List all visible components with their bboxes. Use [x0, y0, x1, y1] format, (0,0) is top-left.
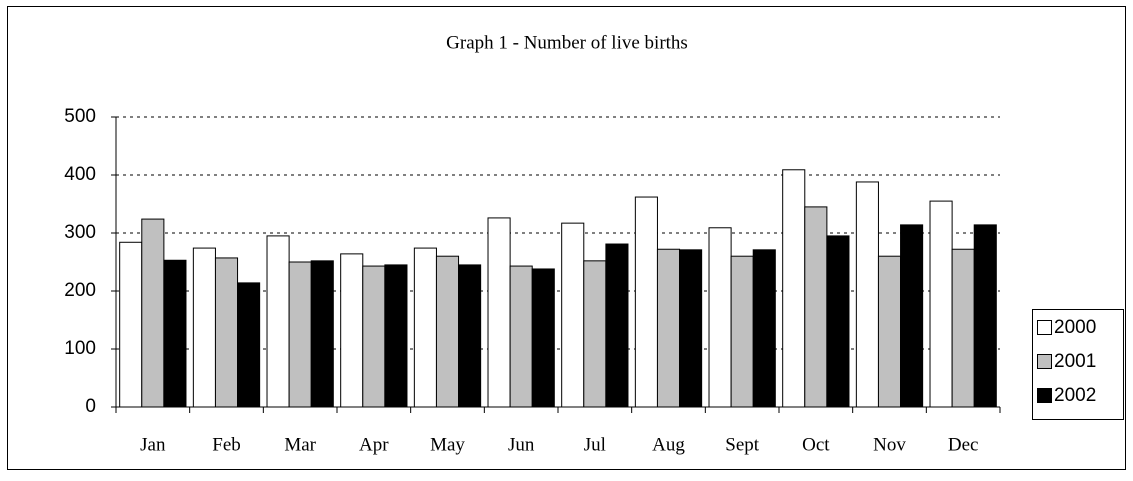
x-tick-label: Feb [212, 434, 241, 455]
x-tick-label: Dec [948, 434, 979, 455]
bar [583, 260, 607, 408]
bar [561, 222, 585, 408]
bar [288, 261, 312, 408]
bar [435, 255, 460, 408]
bar [163, 259, 187, 408]
bar [237, 282, 261, 408]
bar [656, 248, 681, 408]
bar [708, 227, 732, 408]
x-tick-label: Aug [652, 434, 685, 455]
x-tick-label: Jul [584, 434, 606, 455]
bar [310, 260, 334, 408]
y-tick-label: 200 [64, 280, 96, 301]
legend-label: 2000 [1054, 317, 1096, 338]
bar [192, 247, 216, 408]
bar [487, 217, 511, 408]
y-tick-label: 100 [64, 338, 96, 359]
y-tick-label: 400 [64, 164, 96, 185]
bar [458, 264, 482, 408]
legend-label: 2001 [1054, 351, 1096, 372]
bar [826, 235, 850, 408]
bar [531, 268, 555, 408]
bar [804, 206, 828, 408]
bar [730, 255, 754, 408]
bar [929, 200, 953, 408]
bar [266, 235, 290, 408]
chart-title: Graph 1 - Number of live births [446, 32, 688, 53]
bar [605, 243, 629, 408]
legend-label: 2002 [1054, 385, 1096, 406]
x-tick-label: Mar [284, 434, 316, 455]
bar [855, 181, 879, 408]
y-tick-label: 300 [64, 222, 96, 243]
bar [141, 218, 165, 408]
bar [509, 265, 533, 408]
bar [214, 257, 239, 408]
bar [119, 241, 143, 408]
legend-swatch [1037, 354, 1052, 369]
x-tick-label: May [430, 434, 465, 455]
bar [973, 224, 997, 408]
legend-swatch [1037, 320, 1052, 335]
bar [951, 248, 975, 408]
legend-swatch [1037, 388, 1052, 403]
bar [362, 265, 386, 408]
x-tick-label: Nov [873, 434, 906, 455]
bar [877, 255, 902, 408]
bar [340, 253, 364, 408]
x-tick-label: Apr [359, 434, 389, 455]
bar [384, 264, 408, 408]
y-tick-label: 500 [64, 106, 96, 127]
y-tick-label: 0 [85, 396, 96, 417]
x-tick-label: Jan [140, 434, 166, 455]
x-tick-label: Jun [508, 434, 535, 455]
bar [900, 224, 924, 408]
bar [752, 249, 776, 408]
bar [634, 196, 658, 408]
bar [679, 249, 703, 408]
bar [413, 247, 437, 408]
x-tick-label: Oct [802, 434, 830, 455]
x-tick-label: Sept [725, 434, 760, 455]
bar [782, 169, 806, 408]
